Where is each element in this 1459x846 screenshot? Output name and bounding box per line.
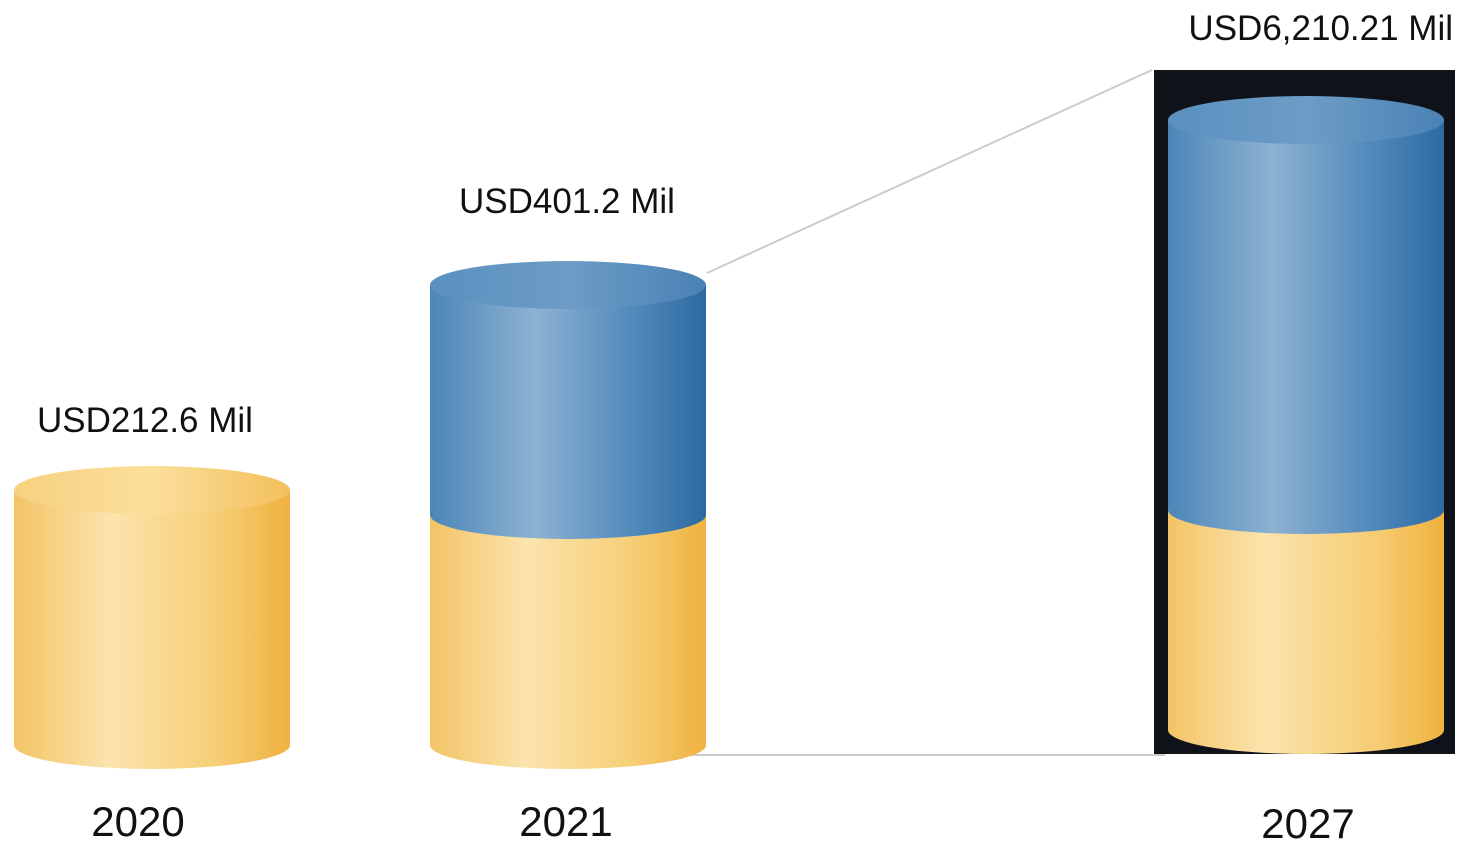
category-label-2027: 2027: [1261, 800, 1354, 846]
base-segment-2020-body: [14, 490, 290, 769]
growth-segment-2021-top: [430, 261, 706, 309]
base-segment-2021-body: [430, 515, 706, 769]
value-label-2027: USD6,210.21 Mil: [1188, 9, 1453, 48]
category-label-2021: 2021: [519, 798, 612, 845]
bar-2020: [14, 466, 290, 769]
connector-line-top: [706, 69, 1153, 274]
base-segment-2020-top: [14, 466, 290, 514]
bar-2027: [1168, 96, 1444, 754]
value-label-2020: USD212.6 Mil: [37, 401, 253, 440]
growth-segment-2027-top: [1168, 96, 1444, 144]
bar-2021: [430, 261, 706, 769]
value-label-2021: USD401.2 Mil: [459, 182, 675, 221]
base-segment-2027-body: [1168, 510, 1444, 754]
growth-segment-2021-body: [430, 285, 706, 539]
growth-segment-2027-body: [1168, 120, 1444, 534]
category-label-2020: 2020: [91, 798, 184, 845]
